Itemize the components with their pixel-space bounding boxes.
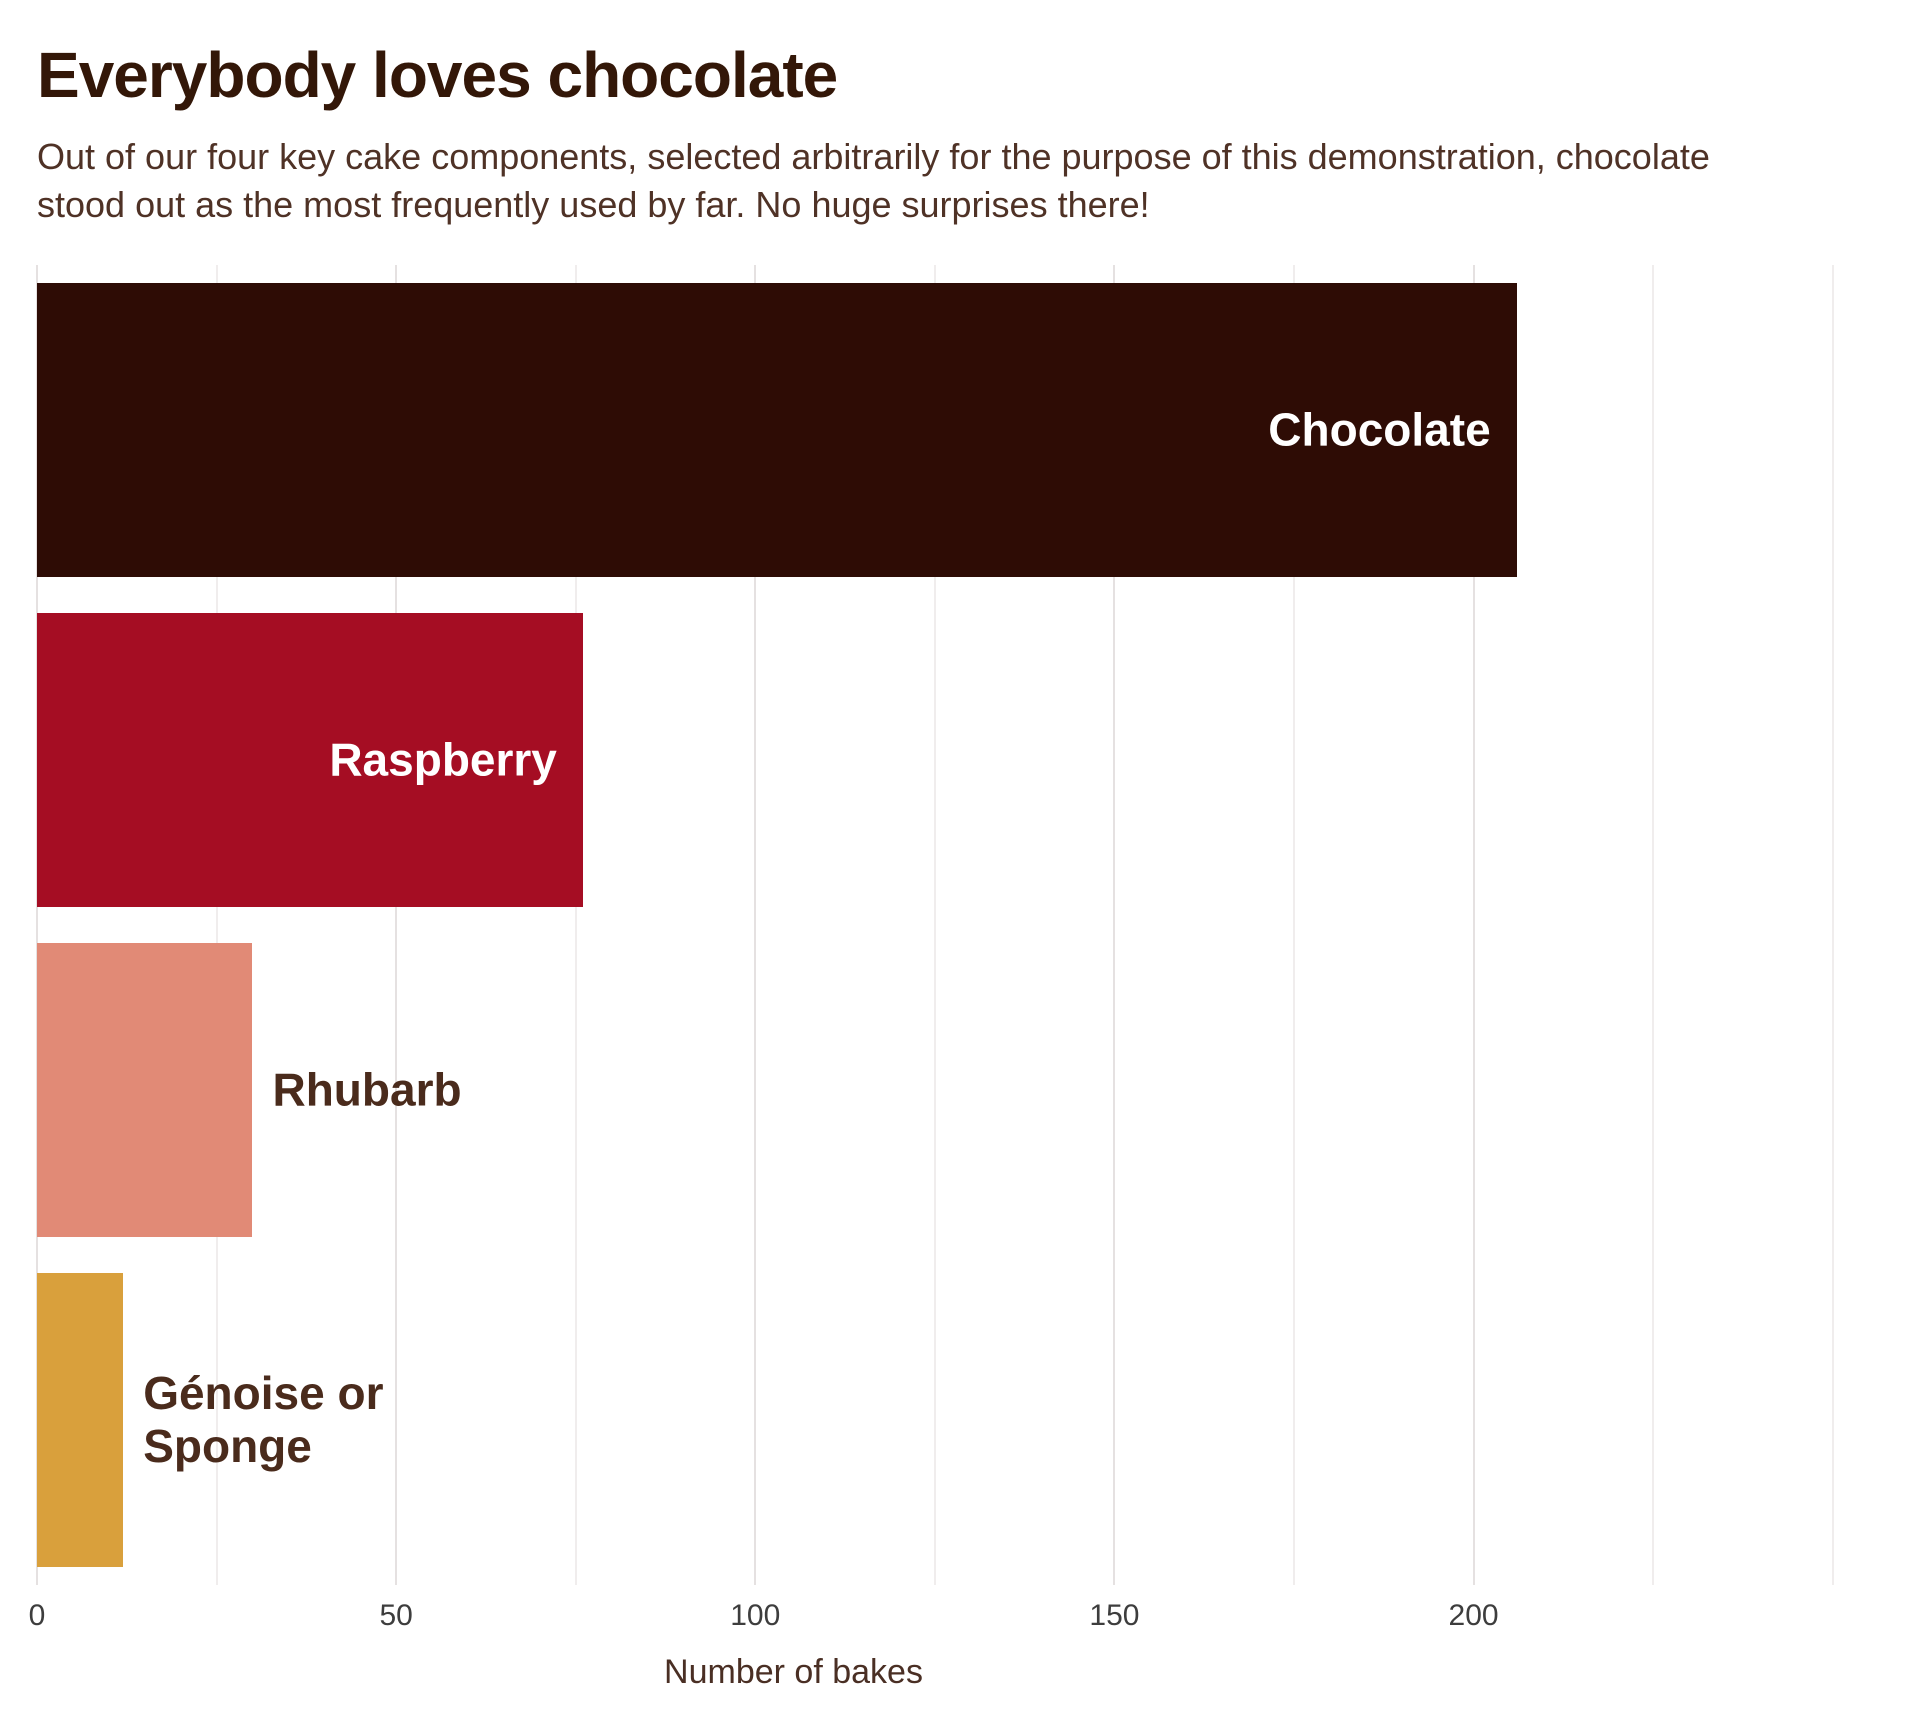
x-tick-100: 100 xyxy=(730,1598,781,1632)
bars: Chocolate Raspberry Rhubarb Génoise or Spon… xyxy=(37,265,1883,1585)
x-tick-150: 150 xyxy=(1089,1598,1140,1632)
bar-label-raspberry: Raspberry xyxy=(329,733,557,786)
plot-area: Chocolate Raspberry Rhubarb Génoise or Spon… xyxy=(36,264,1883,1585)
x-tick-50: 50 xyxy=(379,1598,413,1632)
bar-g-noise-or-sponge xyxy=(37,1273,124,1567)
bar-rhubarb xyxy=(37,943,253,1237)
bar-row-chocolate: Chocolate xyxy=(37,265,1883,595)
bar-label-g-noise-or-sponge: Génoise or Sponge xyxy=(143,1367,384,1472)
gridline-125 xyxy=(933,264,936,1585)
gridline-50 xyxy=(395,264,398,1585)
gridlines xyxy=(36,264,1883,1585)
gridline-200 xyxy=(1472,264,1475,1585)
gridline-175 xyxy=(1293,264,1295,1585)
gridline-0 xyxy=(36,264,38,1585)
gridline-250 xyxy=(1831,264,1834,1585)
x-tick-200: 200 xyxy=(1448,1598,1499,1632)
bar-row-g-noise-or-sponge: Génoise or Sponge xyxy=(37,1255,1883,1585)
x-axis-title-row: Number of bakes xyxy=(37,1653,1550,1692)
chart-subtitle: Out of our four key cake components, sel… xyxy=(37,136,1710,226)
gridline-75 xyxy=(574,264,577,1585)
x-axis-ticks: 0 50 100 150 200 xyxy=(29,1591,1883,1641)
chart-title: Everybody loves chocolate xyxy=(37,39,838,111)
gridline-225 xyxy=(1652,264,1655,1585)
bar-raspberry: Raspberry xyxy=(37,613,583,907)
gridline-100 xyxy=(754,264,757,1585)
gridline-150 xyxy=(1113,264,1116,1585)
bar-chocolate: Chocolate xyxy=(37,283,1517,577)
bar-label-rhubarb: Rhubarb xyxy=(272,1063,462,1116)
plot-wrap: Chocolate Raspberry Rhubarb Génoise or Spon… xyxy=(29,264,1883,1692)
bar-label-chocolate: Chocolate xyxy=(1268,403,1491,456)
x-axis-title: Number of bakes xyxy=(664,1652,923,1691)
x-tick-0: 0 xyxy=(28,1598,46,1632)
gridline-25 xyxy=(215,264,218,1585)
bar-row-rhubarb: Rhubarb xyxy=(37,925,1883,1255)
bar-row-raspberry: Raspberry xyxy=(37,595,1883,925)
